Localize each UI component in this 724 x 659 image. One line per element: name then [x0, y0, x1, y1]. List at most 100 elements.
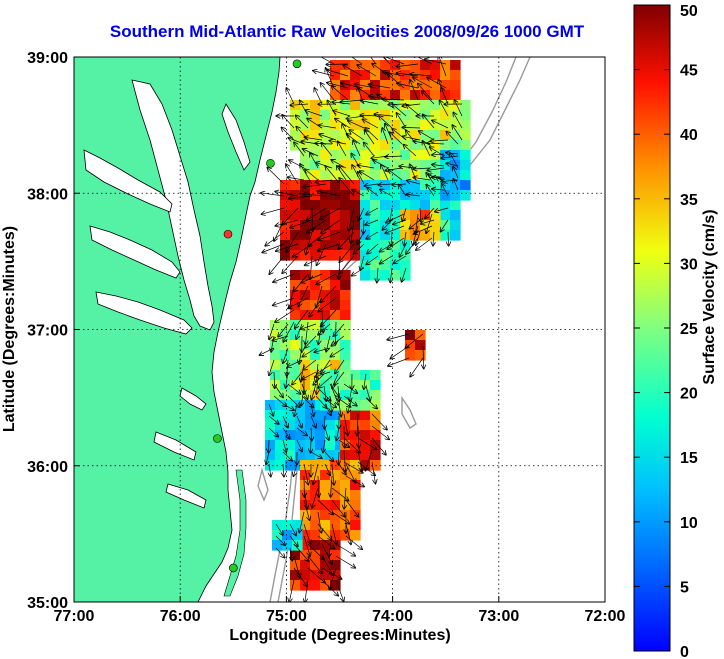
velocity-cell: [405, 350, 416, 361]
current-arrow: [323, 439, 325, 452]
velocity-cell: [440, 150, 451, 161]
current-arrow: [357, 231, 365, 244]
velocity-cell: [300, 480, 311, 491]
velocity-cell: [280, 190, 291, 201]
current-arrow: [336, 427, 339, 440]
current-arrow: [305, 321, 309, 344]
current-arrow: [310, 255, 312, 279]
current-arrow: [378, 184, 393, 185]
velocity-cell: [340, 170, 351, 181]
current-arrow: [432, 189, 445, 190]
velocity-cell: [300, 250, 311, 261]
current-arrow: [282, 427, 290, 439]
y-axis-label: Latitude (Degrees:Minutes): [1, 226, 18, 432]
radar-stations: [213, 59, 302, 573]
current-arrow: [343, 65, 363, 77]
current-arrow: [452, 125, 463, 141]
velocity-cell: [310, 390, 321, 401]
velocity-cell: [290, 270, 301, 281]
current-arrow: [273, 383, 283, 397]
velocity-cell: [310, 160, 321, 171]
current-arrow: [317, 511, 321, 533]
velocity-cell: [360, 200, 371, 211]
velocity-cell: [350, 440, 361, 451]
velocity-cell: [400, 210, 411, 221]
velocity-cell: [330, 150, 341, 161]
velocity-cell: [300, 380, 311, 391]
velocity-cell: [450, 100, 461, 111]
velocity-cell: [340, 300, 351, 311]
y-tick-label: 36:00: [27, 459, 68, 476]
current-arrow: [352, 190, 365, 197]
velocity-cell: [320, 320, 331, 331]
colorbar-tick-label: 0: [680, 644, 689, 659]
velocity-cell: [390, 250, 401, 261]
velocity-cell: [330, 310, 341, 321]
current-arrow: [379, 116, 393, 129]
current-vectors: [260, 57, 463, 602]
x-tick-label: 72:00: [585, 608, 626, 625]
velocity-cell: [340, 160, 351, 171]
current-arrow: [387, 333, 410, 340]
velocity-cell: [460, 140, 471, 151]
current-arrow: [366, 207, 379, 215]
current-arrow: [317, 523, 332, 540]
velocity-cell: [310, 230, 321, 241]
velocity-cell: [290, 340, 301, 351]
current-arrow: [275, 523, 283, 535]
current-arrow: [296, 439, 302, 451]
velocity-cell: [290, 240, 301, 251]
current-arrow: [307, 555, 322, 573]
velocity-cell: [450, 70, 461, 81]
velocity-cell: [380, 240, 391, 251]
current-arrow: [343, 437, 360, 453]
velocity-cell: [310, 270, 321, 281]
current-arrow: [282, 451, 292, 461]
current-arrow: [283, 463, 284, 476]
velocity-cell: [340, 320, 351, 331]
current-arrow: [436, 177, 449, 185]
current-arrow: [293, 567, 307, 586]
current-arrow: [323, 397, 336, 407]
current-arrow: [335, 579, 344, 601]
current-arrow: [322, 309, 323, 332]
velocity-cell: [330, 100, 341, 111]
velocity-cell: [300, 130, 311, 141]
velocity-cell: [460, 180, 471, 191]
velocity-cell: [440, 100, 451, 111]
velocity-cell: [380, 180, 391, 191]
current-arrow: [358, 172, 365, 185]
velocity-cell: [330, 470, 341, 481]
velocity-cell: [340, 140, 351, 151]
current-arrow: [453, 179, 459, 191]
current-arrow: [343, 413, 348, 435]
velocity-cell: [265, 430, 276, 441]
current-arrow: [282, 439, 286, 452]
velocity-cell: [325, 410, 336, 421]
velocity-cell: [310, 320, 321, 331]
velocity-cell: [310, 130, 321, 141]
velocity-cell: [330, 250, 341, 261]
velocity-cell: [320, 200, 331, 211]
current-arrow: [289, 535, 298, 546]
current-arrow: [321, 567, 342, 579]
current-arrow: [331, 499, 345, 517]
velocity-cell: [350, 250, 361, 261]
velocity-cell: [350, 450, 361, 461]
velocity-cell: [320, 380, 331, 391]
velocity-cell: [272, 530, 283, 541]
current-arrow: [321, 543, 332, 564]
colorbar-tick-label: 20: [680, 386, 698, 403]
velocity-cell: [430, 130, 441, 141]
velocity-cell: [280, 370, 291, 381]
radar-station-marker: [229, 563, 238, 573]
velocity-cell: [440, 200, 451, 211]
colorbar-tick-label: 10: [680, 515, 698, 532]
current-arrow: [357, 65, 377, 77]
current-arrow: [441, 219, 449, 231]
velocity-cell: [330, 220, 341, 231]
current-arrow: [300, 164, 313, 185]
velocity-cell: [340, 270, 351, 281]
current-arrow: [315, 395, 327, 408]
current-arrow: [290, 547, 292, 561]
